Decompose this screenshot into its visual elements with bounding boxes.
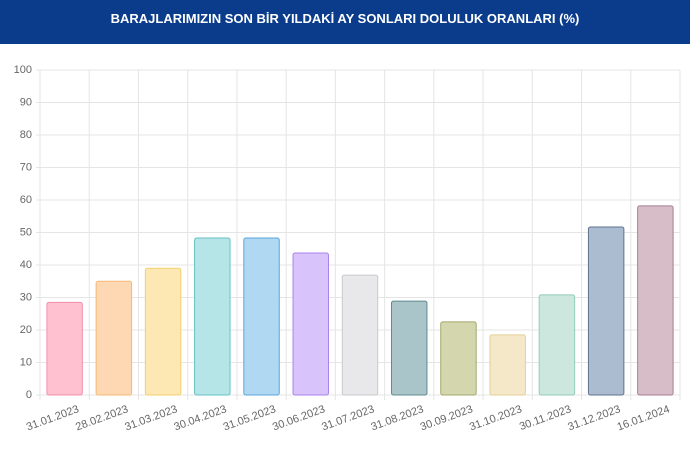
bar <box>144 267 182 396</box>
bar <box>587 226 625 396</box>
x-tick-label: 30.11.2023 <box>518 403 573 433</box>
y-tick-label: 90 <box>20 96 32 108</box>
y-tick-label: 100 <box>14 64 32 76</box>
x-tick-label: 31.01.2023 <box>25 403 81 433</box>
x-tick-label: 31.10.2023 <box>468 403 524 433</box>
y-tick-label: 30 <box>20 291 32 303</box>
x-tick-label: 28.02.2023 <box>74 403 130 433</box>
x-tick-label: 31.08.2023 <box>369 403 425 433</box>
bar <box>489 334 526 396</box>
x-tick-label: 31.05.2023 <box>222 403 278 433</box>
x-tick-label: 30.06.2023 <box>271 403 327 433</box>
y-tick-label: 60 <box>20 194 32 206</box>
x-tick-label: 30.04.2023 <box>172 403 228 433</box>
y-tick-label: 40 <box>20 259 32 271</box>
y-tick-label: 0 <box>26 389 32 401</box>
y-tick-label: 10 <box>20 356 32 368</box>
bar <box>194 237 231 396</box>
bar <box>391 300 428 396</box>
x-tick-label: 31.12.2023 <box>566 403 622 433</box>
x-tick-label: 16.01.2024 <box>616 403 672 433</box>
x-tick-label: 31.07.2023 <box>320 403 376 433</box>
chart: 0 10 20 30 40 50 60 70 80 90 100 31.01.202328.02.20… <box>14 64 681 433</box>
y-tick-label: 80 <box>20 129 32 141</box>
bar <box>46 301 83 396</box>
bar <box>95 280 133 396</box>
x-tick-label: 31.03.2023 <box>123 403 179 433</box>
bar <box>440 321 477 396</box>
bar <box>637 205 674 396</box>
chart-title: BARAJLARIMIZIN SON BİR YILDAKİ AY SONLAR… <box>0 0 690 44</box>
bar <box>538 294 576 396</box>
bar <box>292 252 329 396</box>
y-tick-label: 70 <box>20 161 32 173</box>
bar <box>243 237 280 396</box>
y-tick-label: 50 <box>20 226 32 238</box>
x-tick-label: 30.09.2023 <box>419 403 475 433</box>
y-tick-label: 20 <box>20 324 32 336</box>
bar <box>341 274 379 396</box>
